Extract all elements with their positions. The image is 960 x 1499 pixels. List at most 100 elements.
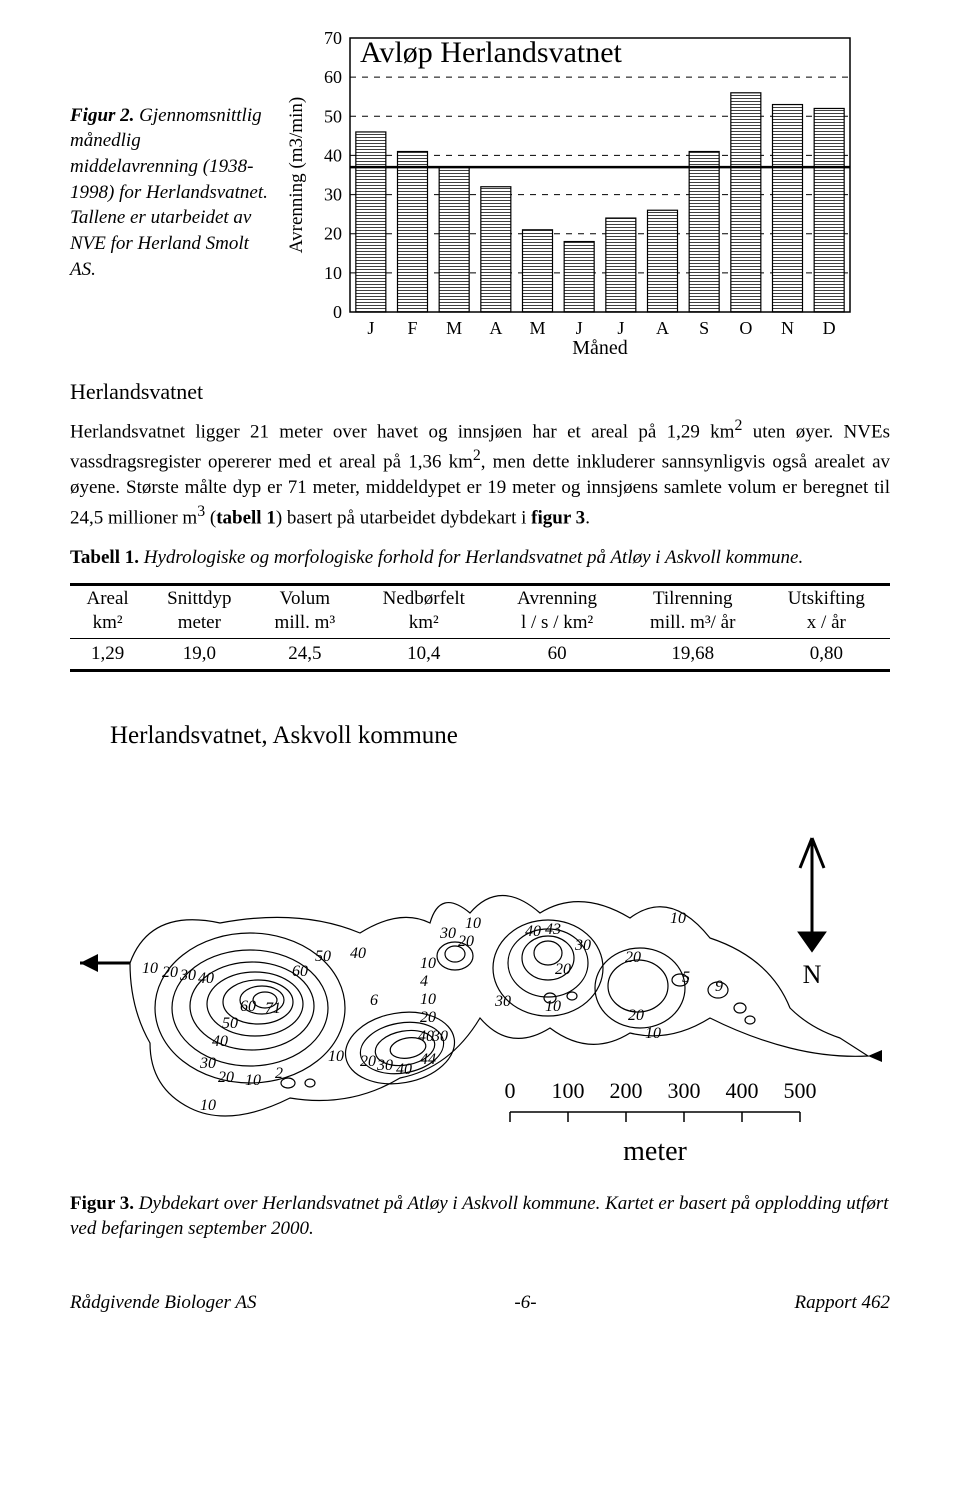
table1: ArealSnittdypVolumNedbørfeltAvrenningTil… (70, 586, 890, 672)
svg-text:0: 0 (333, 302, 342, 322)
tab1-caption-bold: Tabell 1. (70, 547, 139, 568)
depth-label: 10 (328, 1048, 344, 1065)
depth-label: 2 (275, 1065, 283, 1082)
tab1-caption-rest: Hydrologiske og morfologiske forhold for… (139, 547, 803, 568)
depth-label: 40 (525, 923, 541, 940)
section-heading: Herlandsvatnet (70, 379, 890, 405)
runoff-chart: 010203040506070JFMAMJJASONDAvløp Herland… (280, 20, 890, 365)
north-arrow-icon: N (800, 838, 824, 989)
svg-text:10: 10 (324, 263, 342, 283)
depth-label: 10 (465, 915, 481, 932)
depth-label: 10 (670, 910, 686, 927)
fig2-caption-bold: Figur 2. (70, 105, 134, 126)
table-col-header: Nedbørfelt (356, 586, 491, 612)
depth-label: 60 (240, 998, 256, 1015)
table-col-unit: l / s / km² (491, 612, 623, 638)
depth-label: 20 (420, 1009, 436, 1026)
table-col-header: Avrenning (491, 586, 623, 612)
svg-text:F: F (407, 318, 417, 338)
svg-text:J: J (617, 318, 624, 338)
north-label: N (803, 960, 822, 989)
svg-text:M: M (529, 318, 545, 338)
svg-text:O: O (739, 318, 752, 338)
depth-label: 4 (420, 973, 428, 990)
depth-label: 20 (628, 1007, 644, 1024)
footer-center: -6- (514, 1292, 536, 1314)
scale-tick-label: 300 (668, 1078, 701, 1103)
table-col-header: Areal (70, 586, 145, 612)
svg-text:Avløp Herlandsvatnet: Avløp Herlandsvatnet (360, 36, 623, 69)
depth-label: 44 (420, 1051, 436, 1068)
depth-label: 20 (360, 1053, 376, 1070)
depth-label: 50 (315, 948, 331, 965)
depth-label: 30 (431, 1028, 448, 1045)
svg-text:30: 30 (324, 185, 342, 205)
table-row: 1,2919,024,510,46019,680,80 (70, 639, 890, 669)
table-col-unit: km² (356, 612, 491, 638)
depth-label: 10 (645, 1025, 661, 1042)
depth-label: 10 (420, 955, 436, 972)
depth-label: 20 (555, 961, 571, 978)
depth-label: 43 (545, 921, 561, 938)
svg-text:20: 20 (324, 224, 342, 244)
scale-tick-label: 400 (726, 1078, 759, 1103)
scale-tick-label: 500 (784, 1078, 817, 1103)
map-title: Herlandsvatnet, Askvoll kommune (70, 722, 890, 750)
east-arrow-icon (868, 1050, 882, 1062)
depth-label: 10 (545, 998, 561, 1015)
footer-right: Rapport 462 (794, 1292, 890, 1314)
table-col-header: Snittdyp (145, 586, 253, 612)
depth-label: 10 (245, 1072, 261, 1089)
svg-text:J: J (576, 318, 583, 338)
table-col-unit: mill. m³ (254, 612, 357, 638)
table-col-header: Tilrenning (623, 586, 763, 612)
svg-text:A: A (656, 318, 669, 338)
depth-label: 40 (396, 1061, 412, 1078)
svg-text:Avrenning (m3/min): Avrenning (m3/min) (286, 97, 307, 253)
depth-label: 40 (212, 1033, 228, 1050)
depth-label: 20 (218, 1069, 234, 1086)
depth-label: 20 (458, 933, 474, 950)
body-paragraph: Herlandsvatnet ligger 21 meter over have… (70, 415, 890, 531)
depth-label: 10 (142, 960, 158, 977)
depth-label: 10 (200, 1097, 216, 1114)
scale-unit-label: meter (623, 1136, 687, 1167)
depth-label: 30 (199, 1055, 216, 1072)
scale-tick-label: 200 (610, 1078, 643, 1103)
svg-text:60: 60 (324, 67, 342, 87)
fig2-caption-rest: Gjennom­snittlig månedlig middelavrennin… (70, 105, 268, 280)
svg-text:D: D (823, 318, 836, 338)
fig3-caption: Figur 3. Dybdekart over Herlandsvatnet p… (70, 1191, 890, 1242)
svg-text:N: N (781, 318, 794, 338)
svg-text:50: 50 (324, 106, 342, 126)
depth-label: 20 (625, 949, 641, 966)
depth-label: 40 (198, 970, 214, 987)
table1-caption: Tabell 1. Hydrologiske og morfologiske f… (70, 547, 890, 569)
scale-bar: 0100200300400500meter (505, 1078, 817, 1167)
depth-label: 60 (292, 963, 308, 980)
depth-label: 6 (370, 992, 378, 1009)
svg-text:J: J (367, 318, 374, 338)
depth-label: 10 (420, 991, 436, 1008)
depth-label: 30 (179, 967, 196, 984)
svg-text:40: 40 (324, 145, 342, 165)
svg-text:M: M (446, 318, 462, 338)
table-col-unit: x / år (763, 612, 890, 638)
table-col-unit: mill. m³/ år (623, 612, 763, 638)
fig2-caption: Figur 2. Gjennom­snittlig månedlig midde… (70, 103, 270, 282)
depth-label: 9 (715, 978, 723, 995)
table-col-unit: meter (145, 612, 253, 638)
depth-label: 20 (162, 964, 178, 981)
depth-label: 71 (265, 1000, 281, 1017)
svg-text:70: 70 (324, 28, 342, 48)
west-arrow-icon (80, 954, 130, 972)
depth-label: 50 (222, 1015, 238, 1032)
footer-left: Rådgivende Biologer AS (70, 1292, 256, 1314)
depth-label: 30 (376, 1057, 393, 1074)
svg-text:Måned: Måned (572, 337, 628, 359)
table-col-header: Volum (254, 586, 357, 612)
svg-text:S: S (699, 318, 709, 338)
depth-label: 30 (574, 937, 591, 954)
scale-tick-label: 100 (552, 1078, 585, 1103)
fig3-caption-rest: Dybdekart over Herlandsvatnet på Atløy i… (70, 1193, 889, 1240)
